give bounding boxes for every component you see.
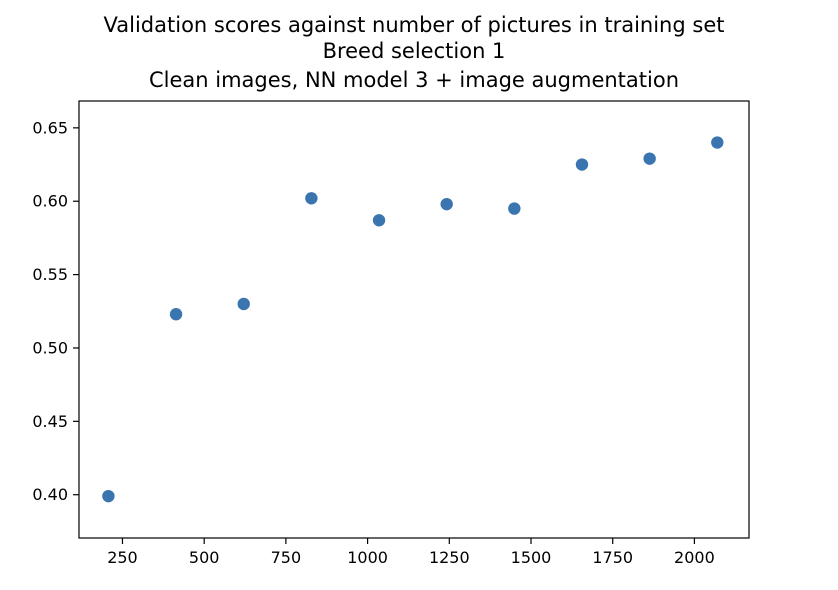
x-axis: 250 500 750 1000 1250 1500 1750 2000 <box>107 538 715 567</box>
x-tick-label: 1250 <box>429 548 470 567</box>
data-point <box>575 158 589 171</box>
scatter-points <box>102 136 724 503</box>
data-point <box>102 489 115 503</box>
x-tick-label: 750 <box>271 548 302 567</box>
y-tick-label: 0.65 <box>32 118 68 137</box>
x-tick-label: 2000 <box>674 548 715 567</box>
x-tick-label: 1000 <box>347 548 388 567</box>
data-point <box>643 152 656 165</box>
title-line-1: Validation scores against number of pict… <box>104 13 725 37</box>
x-tick-label: 1750 <box>592 548 633 567</box>
data-point <box>372 214 386 227</box>
title-line-3: Clean images, NN model 3 + image augment… <box>149 68 679 92</box>
y-tick-label: 0.55 <box>32 265 68 284</box>
title-line-2: Breed selection 1 <box>323 39 506 63</box>
y-tick-label: 0.50 <box>32 338 68 357</box>
x-tick-label: 250 <box>107 548 138 567</box>
y-tick-label: 0.40 <box>32 485 68 504</box>
data-point <box>305 192 318 205</box>
y-axis: 0.40 0.45 0.50 0.55 0.60 0.65 <box>32 118 79 504</box>
x-tick-label: 1500 <box>511 548 552 567</box>
data-point <box>169 308 183 321</box>
chart-title: Validation scores against number of pict… <box>104 13 725 92</box>
y-tick-label: 0.60 <box>32 192 68 211</box>
y-tick-label: 0.45 <box>32 412 68 431</box>
data-point <box>237 297 250 311</box>
data-point <box>508 202 521 215</box>
plot-area-frame <box>78 100 750 539</box>
data-point <box>440 197 453 211</box>
x-tick-label: 500 <box>189 548 220 567</box>
data-point <box>711 136 724 149</box>
